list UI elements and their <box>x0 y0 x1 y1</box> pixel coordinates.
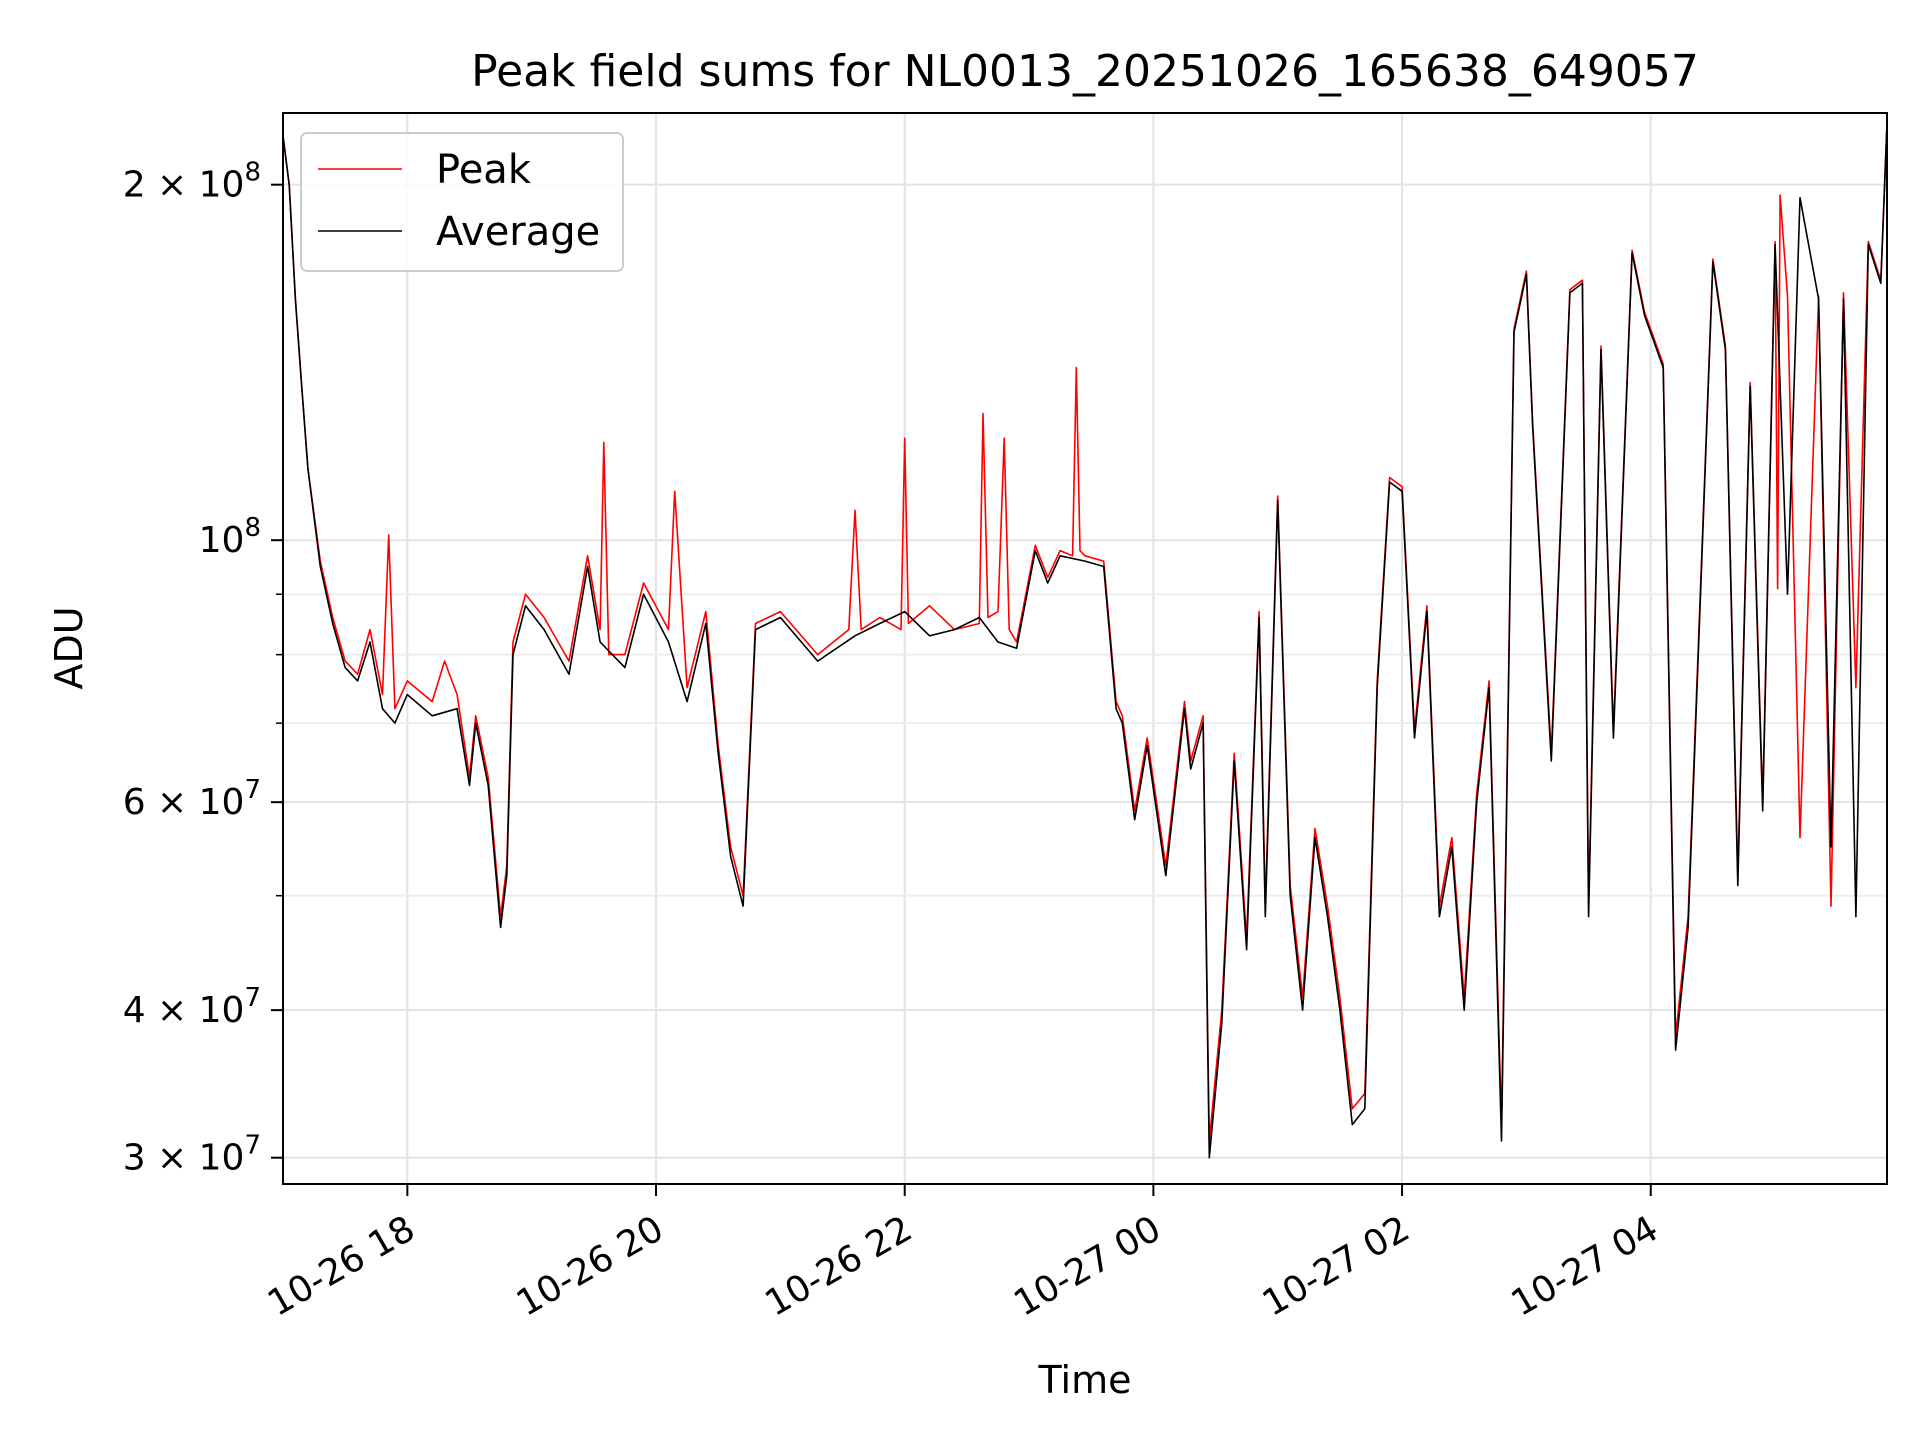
series-layer <box>282 121 1888 1159</box>
y-tick-label-3: 108 <box>199 513 261 561</box>
x-axis-label: Time <box>1038 1358 1132 1402</box>
y-tick-label-1: 4 × 107 <box>123 983 261 1031</box>
legend-peak-label: Peak <box>436 147 532 193</box>
y-tick-label-2: 6 × 107 <box>123 775 261 823</box>
legend-box <box>300 132 624 272</box>
legend: Peak Average <box>300 132 624 272</box>
plot-frame <box>282 112 1888 1185</box>
y-tick-label-0: 3 × 107 <box>123 1131 261 1179</box>
series-line-average <box>282 124 1888 1159</box>
y-axis: 3 × 107 4 × 107 6 × 107 108 2 × 108 <box>123 158 283 1179</box>
legend-average-label: Average <box>436 209 600 255</box>
chart-title: Peak field sums for NL0013_20251026_1656… <box>471 46 1699 97</box>
grid <box>283 113 1887 1184</box>
y-axis-label: ADU <box>47 606 91 689</box>
y-tick-label-4: 2 × 108 <box>123 158 261 206</box>
